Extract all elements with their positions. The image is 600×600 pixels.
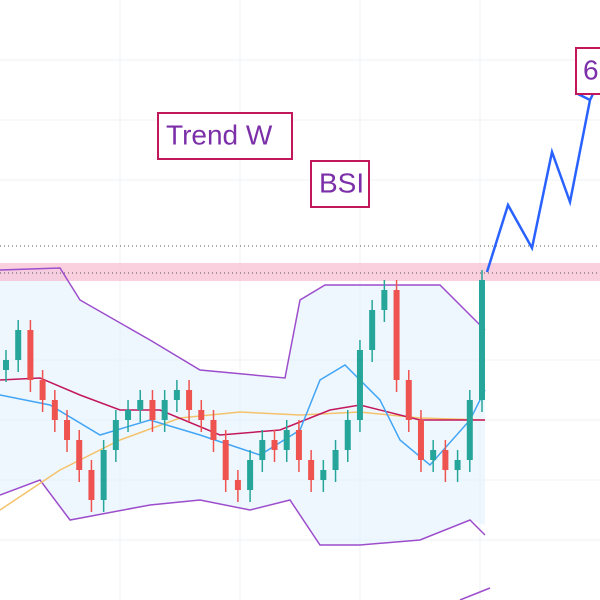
candle-body <box>405 380 412 420</box>
candle-body <box>39 380 46 400</box>
candle-body <box>3 360 9 370</box>
candle-body <box>161 400 168 420</box>
candle-body <box>308 460 315 480</box>
candle-body <box>149 400 156 420</box>
band-upper <box>0 267 486 379</box>
ma-blue <box>0 364 486 467</box>
candle-body <box>76 440 83 470</box>
annotation: BSI <box>319 167 364 198</box>
candle-body <box>417 420 424 460</box>
annotation-box <box>310 160 370 208</box>
candle-body <box>27 330 34 380</box>
candle-body <box>15 330 22 360</box>
candle-body <box>112 420 119 450</box>
candle-body <box>479 280 485 400</box>
candle-body <box>466 400 473 460</box>
candle-body <box>295 430 302 460</box>
candle-body <box>198 410 205 420</box>
band-lower <box>0 479 486 546</box>
candle-body <box>259 440 266 460</box>
candle-body <box>51 400 58 420</box>
candle-body <box>100 450 107 500</box>
candle-body <box>137 400 144 410</box>
candle-body <box>320 470 327 480</box>
annotation-box <box>575 47 600 95</box>
candle-body <box>356 350 363 420</box>
ma-red <box>0 377 485 436</box>
candle-body <box>125 410 132 420</box>
candle-body <box>64 420 71 440</box>
candles <box>3 270 485 512</box>
candle-body <box>442 450 449 470</box>
candle-body <box>234 480 241 490</box>
candle-body <box>88 470 95 500</box>
candle-body <box>222 440 229 480</box>
annotation-box <box>157 112 293 160</box>
candle-body <box>369 310 376 350</box>
candle-body <box>430 450 437 460</box>
candle-body <box>393 290 400 380</box>
band-fill <box>0 268 485 545</box>
candle-body <box>344 420 351 450</box>
candle-body <box>454 460 461 470</box>
annotation: Trend W <box>166 119 273 150</box>
annotation: 6 <box>583 54 599 85</box>
candle-body <box>283 430 290 450</box>
candle-body <box>186 390 193 410</box>
candle-body <box>332 450 339 470</box>
candle-body <box>381 290 388 310</box>
candle-body <box>210 420 217 440</box>
resistance-zone <box>0 263 600 281</box>
band-lower-tail <box>459 587 491 600</box>
candle-body <box>247 460 254 490</box>
candle-body <box>173 390 180 400</box>
candle-body <box>271 440 278 450</box>
projection <box>485 99 592 273</box>
